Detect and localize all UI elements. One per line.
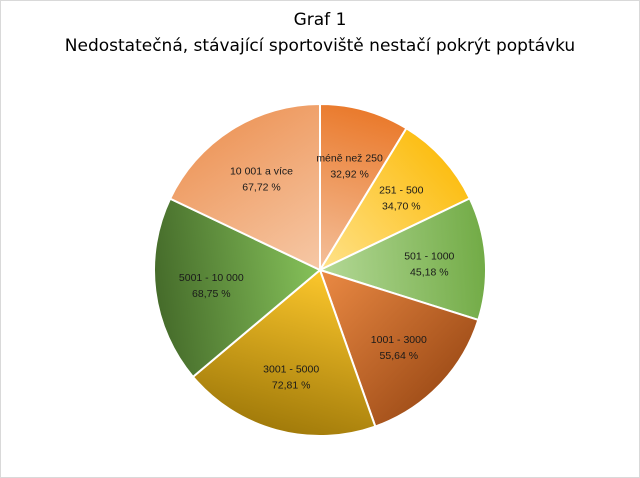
slice-label-5: 5001 - 10 000 68,75 % — [179, 272, 244, 300]
pie-slice-0 — [319, 102, 408, 274]
slice-label-0: méně než 250 32,92 % — [316, 153, 383, 181]
slice-category-label: méně než 250 — [316, 153, 383, 165]
pie-labels: méně než 250 32,92 % 251 - 500 34,70 % 501 -… — [179, 153, 455, 392]
slice-value-label: 45,18 % — [410, 266, 449, 278]
slice-category-label: 251 - 500 — [379, 185, 424, 197]
slice-label-6: 10 001 a více 67,72 % — [230, 165, 293, 193]
slice-value-label: 34,70 % — [382, 201, 421, 213]
slice-value-label: 55,64 % — [380, 350, 419, 362]
slice-label-3: 1001 - 3000 55,64 % — [371, 334, 427, 362]
pie-slice-1 — [317, 126, 472, 273]
slice-value-label: 67,72 % — [242, 181, 281, 193]
slice-label-1: 251 - 500 34,70 % — [379, 185, 424, 213]
pie-slice-4 — [191, 268, 377, 437]
slice-category-label: 501 - 1000 — [404, 250, 454, 262]
chart-subtitle: Nedostatečná, stávající sportoviště nest… — [64, 36, 576, 56]
slice-category-label: 10 001 a více — [230, 165, 293, 177]
slice-value-label: 72,81 % — [272, 380, 311, 392]
slice-value-label: 32,92 % — [330, 169, 369, 181]
slice-category-label: 1001 - 3000 — [371, 334, 427, 346]
chart-title: Graf 1 — [293, 10, 347, 30]
pie-slice-6 — [168, 102, 321, 272]
slice-category-label: 3001 - 5000 — [263, 364, 319, 376]
pie-slices — [153, 102, 487, 437]
pie-slice-3 — [318, 268, 480, 428]
pie-slice-2 — [317, 197, 487, 322]
slice-category-label: 5001 - 10 000 — [179, 272, 244, 284]
slice-label-4: 3001 - 5000 72,81 % — [263, 364, 319, 392]
slice-value-label: 68,75 % — [192, 288, 231, 300]
pie-slice-5 — [153, 197, 322, 379]
slice-label-2: 501 - 1000 45,18 % — [404, 250, 454, 278]
